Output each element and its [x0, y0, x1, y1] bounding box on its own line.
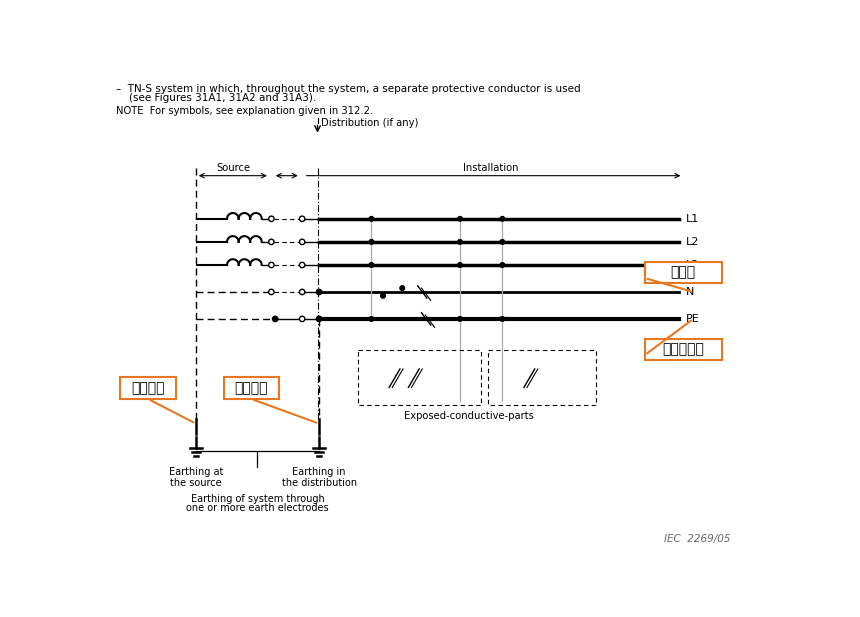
Text: L1: L1	[685, 214, 699, 224]
Circle shape	[369, 217, 374, 221]
Circle shape	[299, 262, 304, 268]
Circle shape	[268, 262, 274, 268]
Circle shape	[458, 217, 463, 221]
Circle shape	[299, 289, 304, 295]
Text: Distribution (if any): Distribution (if any)	[321, 118, 418, 128]
Text: 保护接地线: 保护接地线	[662, 342, 704, 357]
Circle shape	[381, 294, 385, 298]
Circle shape	[316, 316, 322, 321]
FancyBboxPatch shape	[120, 378, 176, 399]
FancyBboxPatch shape	[645, 339, 722, 360]
Text: Earthing of system through: Earthing of system through	[191, 494, 324, 503]
Circle shape	[299, 239, 304, 244]
FancyBboxPatch shape	[224, 378, 279, 399]
Text: (see Figures 31A1, 31A2 and 31A3).: (see Figures 31A1, 31A2 and 31A3).	[116, 93, 316, 103]
Circle shape	[500, 317, 505, 321]
Circle shape	[299, 216, 304, 222]
Text: –  TN-S system in which, throughout the system, a separate protective conductor : – TN-S system in which, throughout the s…	[116, 84, 580, 94]
Text: 重复接地: 重复接地	[235, 381, 268, 395]
Text: Exposed-conductive-parts: Exposed-conductive-parts	[404, 412, 534, 421]
Circle shape	[268, 289, 274, 295]
Circle shape	[458, 317, 463, 321]
Circle shape	[369, 239, 374, 244]
Circle shape	[316, 289, 322, 295]
Circle shape	[500, 239, 505, 244]
Circle shape	[458, 239, 463, 244]
Circle shape	[458, 263, 463, 267]
Circle shape	[299, 316, 304, 321]
FancyBboxPatch shape	[645, 262, 722, 283]
Text: PE: PE	[685, 314, 699, 324]
Text: NOTE  For symbols, see explanation given in 312.2.: NOTE For symbols, see explanation given …	[116, 106, 373, 117]
Circle shape	[268, 216, 274, 222]
Circle shape	[268, 239, 274, 244]
Text: IEC  2269/05: IEC 2269/05	[664, 534, 730, 544]
Text: L2: L2	[685, 237, 699, 247]
Text: Earthing in
the distribution: Earthing in the distribution	[281, 466, 357, 488]
Circle shape	[400, 286, 404, 291]
Text: N: N	[685, 287, 694, 297]
Circle shape	[273, 316, 278, 321]
Circle shape	[369, 317, 374, 321]
Text: one or more earth electrodes: one or more earth electrodes	[186, 503, 329, 513]
Text: L3: L3	[685, 260, 699, 270]
Circle shape	[369, 263, 374, 267]
Circle shape	[500, 263, 505, 267]
Text: Source: Source	[217, 164, 250, 173]
Circle shape	[500, 217, 505, 221]
Text: Installation: Installation	[463, 164, 519, 173]
Text: 中性线: 中性线	[671, 266, 696, 280]
Text: 系统接地: 系统接地	[132, 381, 165, 395]
Text: Earthing at
the source: Earthing at the source	[169, 466, 223, 488]
